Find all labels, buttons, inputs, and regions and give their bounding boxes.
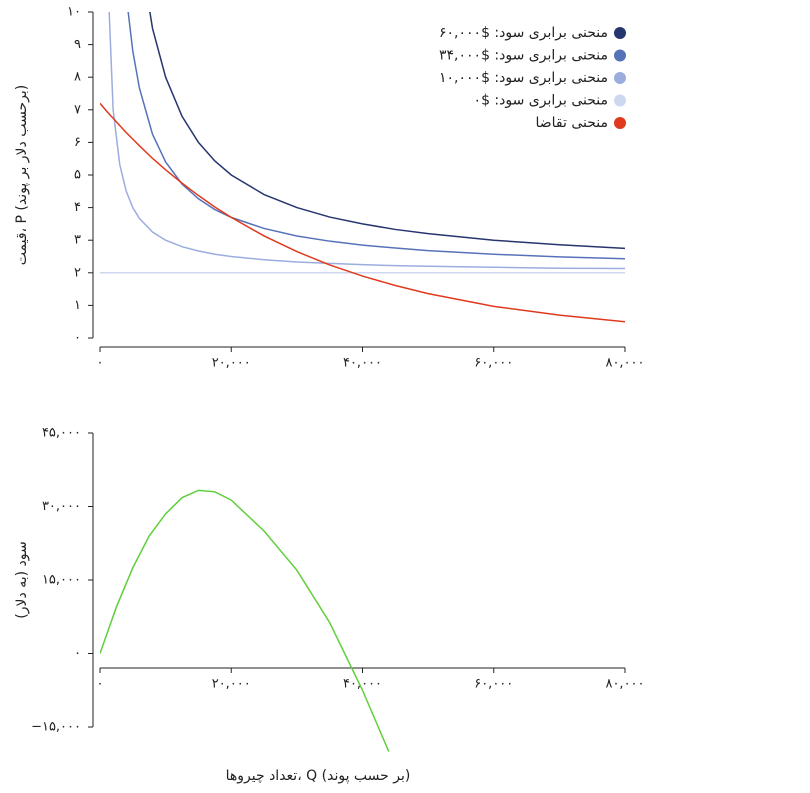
legend-label: منحنی برابری سود: $۰	[474, 93, 608, 109]
x-tick-label: ۸۰,۰۰۰	[605, 356, 644, 371]
x-tick-label: ۲۰,۰۰۰	[212, 356, 251, 371]
legend-label: منحنی برابری سود: $۶۰,۰۰۰	[439, 25, 608, 41]
y-tick-label: ۱	[74, 298, 81, 313]
series-line	[100, 102, 625, 323]
x-tick-label: ۰	[97, 356, 104, 371]
y-tick-label: ۰	[74, 646, 81, 661]
y-tick-label: −۱۵,۰۰۰	[31, 720, 81, 735]
plot-area	[100, 12, 625, 323]
y-tick-label: ۰	[74, 331, 81, 346]
x-tick-label: ۴۰,۰۰۰	[343, 356, 382, 371]
y-tick-label: ۳	[74, 233, 81, 248]
x-tick-label: ۶۰,۰۰۰	[474, 677, 513, 692]
y-tick-label: ۲	[74, 265, 81, 280]
y-tick-label: ۴	[74, 200, 81, 215]
series-line	[127, 12, 625, 260]
legend-marker	[614, 49, 626, 62]
legend-marker	[614, 94, 626, 107]
legend-label: منحنی برابری سود: $۱۰,۰۰۰	[439, 70, 608, 86]
plot-area	[100, 489, 390, 752]
x-axis-label: تعداد چیروها، Q (بر حسب پوند)	[226, 768, 411, 784]
y-tick-label: ۷	[74, 102, 81, 117]
legend-marker	[614, 72, 626, 84]
x-tick-label: ۰	[97, 677, 104, 692]
legend-label: منحنی برابری سود: $۳۴,۰۰۰	[439, 48, 608, 64]
y-tick-label: ۴۵,۰۰۰	[42, 426, 81, 441]
x-tick-label: ۴۰,۰۰۰	[343, 677, 382, 692]
series-line	[100, 489, 390, 752]
y-tick-label: ۹	[74, 37, 81, 52]
y-tick-label: ۱۰	[67, 5, 81, 20]
y-axis-label: سود (به دلار)	[14, 541, 30, 618]
x-tick-label: ۶۰,۰۰۰	[474, 356, 513, 371]
y-tick-label: ۳۰,۰۰۰	[42, 499, 81, 514]
x-tick-label: ۲۰,۰۰۰	[212, 677, 251, 692]
y-tick-label: ۶	[74, 135, 81, 150]
y-tick-label: ۱۵,۰۰۰	[42, 573, 81, 588]
series-line	[149, 12, 625, 250]
series-line	[108, 12, 625, 270]
legend-label: منحنی تقاضا	[535, 115, 608, 131]
y-axis-label: قیمت، P (برحسب دلار بر پوند)	[14, 85, 30, 265]
y-tick-label: ۵	[74, 168, 81, 183]
y-tick-label: ۸	[74, 70, 81, 85]
legend-marker	[614, 27, 626, 39]
legend-marker	[614, 117, 626, 129]
x-tick-label: ۸۰,۰۰۰	[605, 677, 644, 692]
